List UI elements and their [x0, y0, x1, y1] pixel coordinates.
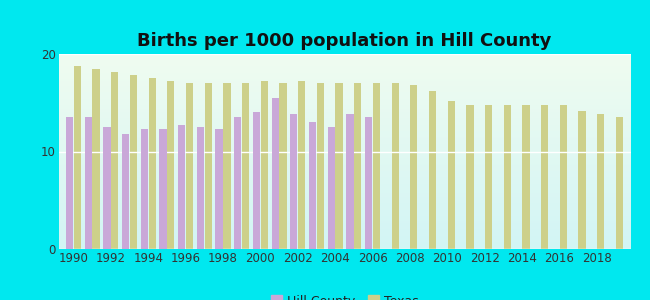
Bar — [410, 85, 417, 249]
Bar — [373, 83, 380, 249]
Bar — [186, 83, 193, 249]
Bar — [328, 127, 335, 249]
Bar — [298, 81, 306, 249]
Bar — [280, 83, 287, 249]
Bar — [111, 71, 118, 249]
Bar — [205, 83, 212, 249]
Bar — [290, 114, 298, 249]
Bar — [346, 114, 354, 249]
Bar — [335, 83, 343, 249]
Bar — [224, 83, 231, 249]
Bar — [215, 129, 223, 249]
Bar — [391, 83, 399, 249]
Bar — [354, 83, 361, 249]
Bar — [167, 81, 174, 249]
Bar — [130, 75, 137, 249]
Bar — [448, 101, 455, 249]
Bar — [485, 105, 492, 249]
Bar — [504, 105, 511, 249]
Bar — [429, 91, 436, 249]
Bar — [616, 117, 623, 249]
Title: Births per 1000 population in Hill County: Births per 1000 population in Hill Count… — [137, 32, 552, 50]
Bar — [92, 69, 99, 249]
Bar — [578, 110, 586, 249]
Bar — [261, 81, 268, 249]
Bar — [466, 105, 474, 249]
Bar — [148, 78, 156, 249]
Bar — [73, 66, 81, 249]
Bar — [317, 83, 324, 249]
Legend: Hill County, Texas: Hill County, Texas — [265, 290, 424, 300]
Bar — [242, 83, 249, 249]
Bar — [253, 112, 260, 249]
Bar — [365, 117, 372, 249]
Bar — [159, 129, 166, 249]
Bar — [234, 117, 241, 249]
Bar — [84, 117, 92, 249]
Bar — [122, 134, 129, 249]
Bar — [103, 127, 111, 249]
Bar — [523, 105, 530, 249]
Bar — [560, 105, 567, 249]
Bar — [66, 117, 73, 249]
Bar — [541, 105, 549, 249]
Bar — [140, 129, 148, 249]
Bar — [178, 125, 185, 249]
Bar — [309, 122, 316, 249]
Bar — [197, 127, 204, 249]
Bar — [272, 98, 279, 249]
Bar — [597, 114, 604, 249]
